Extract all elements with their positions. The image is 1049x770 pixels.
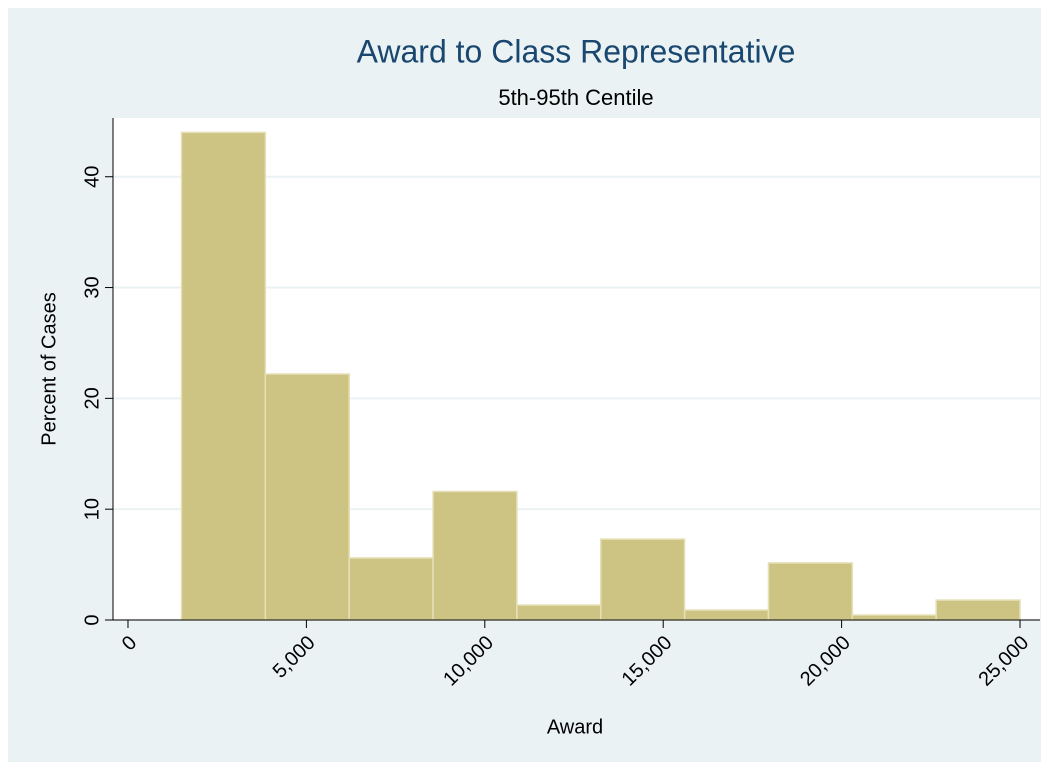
y-tick-label: 10 (81, 498, 103, 520)
y-tick-label: 30 (81, 276, 103, 298)
y-tick-label: 0 (81, 614, 103, 625)
y-axis-label: Percent of Cases (38, 292, 60, 445)
bar (935, 599, 1021, 621)
x-axis-label: Award (547, 716, 603, 738)
y-tick-label: 20 (81, 387, 103, 409)
y-tick-label: 40 (81, 166, 103, 188)
bar (600, 538, 686, 621)
bar (683, 609, 770, 621)
bar (767, 562, 854, 621)
bar (348, 557, 434, 621)
bar (264, 373, 350, 621)
chart-title: Award to Class Representative (357, 33, 796, 69)
chart-subtitle: 5th-95th Centile (498, 85, 653, 110)
bar (180, 131, 267, 621)
bar (851, 614, 937, 621)
bar (432, 490, 518, 621)
bar (516, 604, 602, 621)
